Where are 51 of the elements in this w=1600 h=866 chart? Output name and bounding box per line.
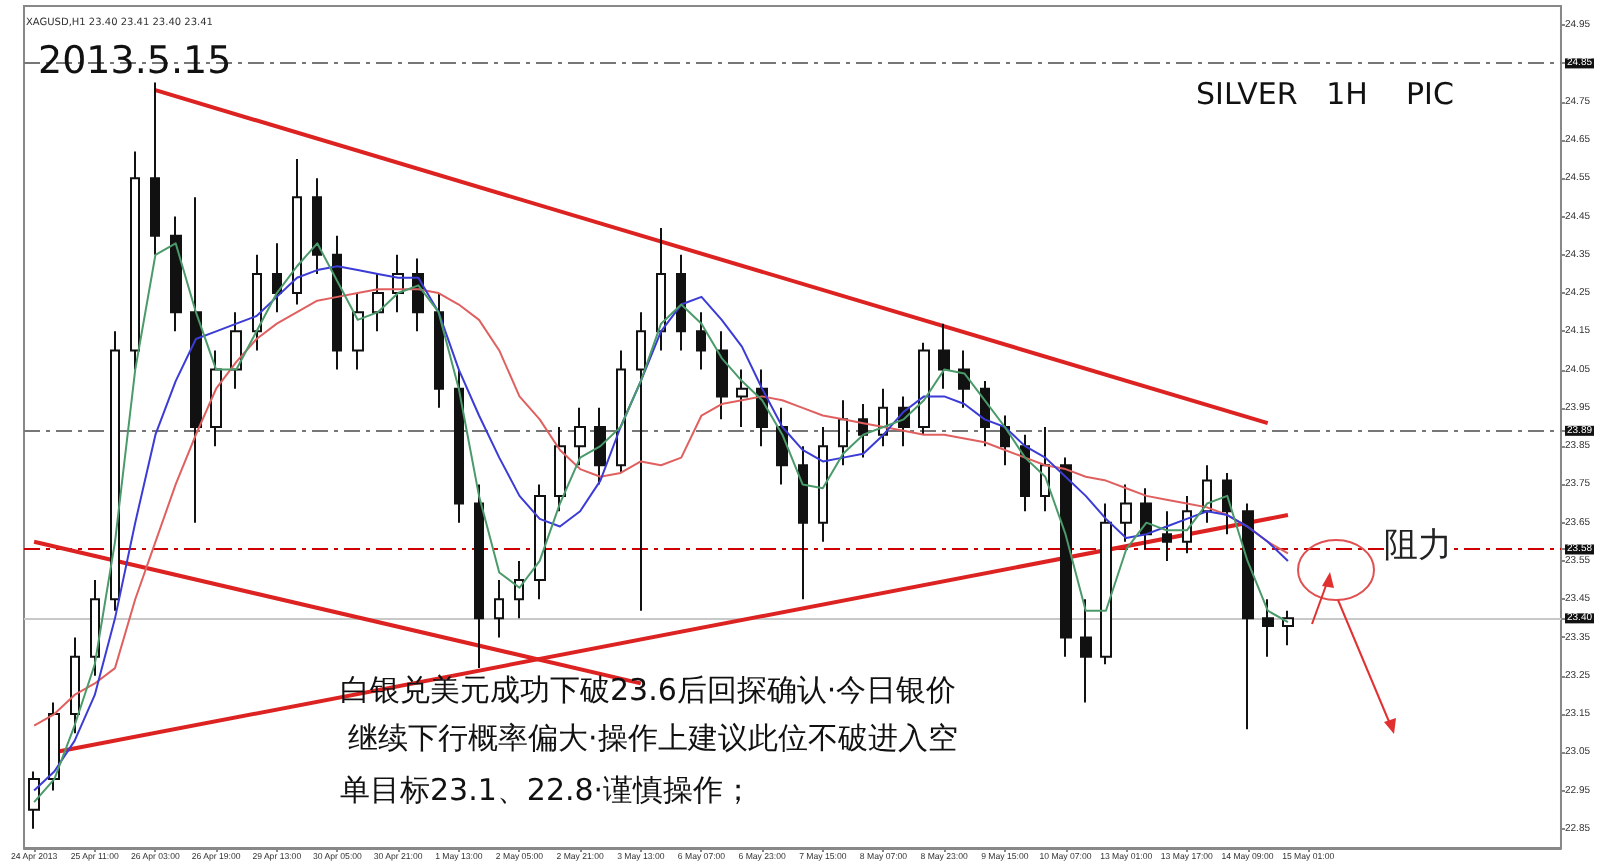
- candlestick: [676, 253, 686, 352]
- candlestick: [1162, 510, 1172, 562]
- candlestick: [474, 483, 484, 670]
- candlestick: [1242, 502, 1254, 731]
- candlestick: [574, 406, 586, 467]
- candlestick: [292, 158, 302, 306]
- candlestick: [1080, 598, 1092, 704]
- candlestick: [312, 177, 322, 275]
- candlestick: [434, 292, 444, 409]
- candlestick: [454, 368, 464, 524]
- annotation: SILVER 1H PIC: [1196, 76, 1454, 112]
- candlestick: [1262, 598, 1274, 658]
- candlestick: [372, 272, 384, 333]
- candlestick: [70, 636, 80, 735]
- candlestick: [656, 226, 666, 352]
- candlestick: [210, 349, 222, 448]
- candlestick: [1120, 483, 1132, 543]
- candlestick: [696, 311, 706, 371]
- candlestick: [616, 349, 626, 474]
- annotation: 单目标23.1、22.8·谨慎操作；: [340, 772, 754, 810]
- candlestick: [90, 579, 100, 677]
- candlestick: [190, 196, 202, 524]
- candlestick: [332, 234, 342, 371]
- candlestick: [48, 701, 60, 792]
- candlestick: [554, 426, 566, 513]
- candlestick: [28, 770, 40, 830]
- candlestick: [170, 215, 182, 333]
- candlestick: [130, 150, 140, 371]
- candlestick: [818, 426, 828, 543]
- candlestick: [352, 292, 364, 371]
- candlestick: [636, 311, 646, 612]
- candlestick: [110, 330, 120, 612]
- candlestick: [1060, 456, 1072, 658]
- ref-line-label: 阻力: [1384, 526, 1452, 567]
- candlestick: [1000, 414, 1010, 467]
- annotation: 继续下行概率偏大·操作上建议此位不破进入空: [348, 720, 958, 758]
- candlestick: [938, 322, 950, 390]
- candlestick: [838, 399, 848, 467]
- candlestick: [494, 579, 504, 639]
- candlestick: [534, 483, 546, 601]
- candlestick: [252, 253, 262, 352]
- candlestick: [716, 330, 728, 421]
- candlestick: [918, 341, 930, 436]
- candlestick: [736, 368, 748, 428]
- candlestick: [1100, 502, 1112, 666]
- candlestick: [150, 81, 160, 256]
- candlestick: [798, 445, 808, 601]
- candlestick: [1282, 609, 1294, 647]
- candlestick: [1020, 433, 1030, 513]
- candlestick: [272, 242, 282, 314]
- candlestick: [594, 406, 606, 486]
